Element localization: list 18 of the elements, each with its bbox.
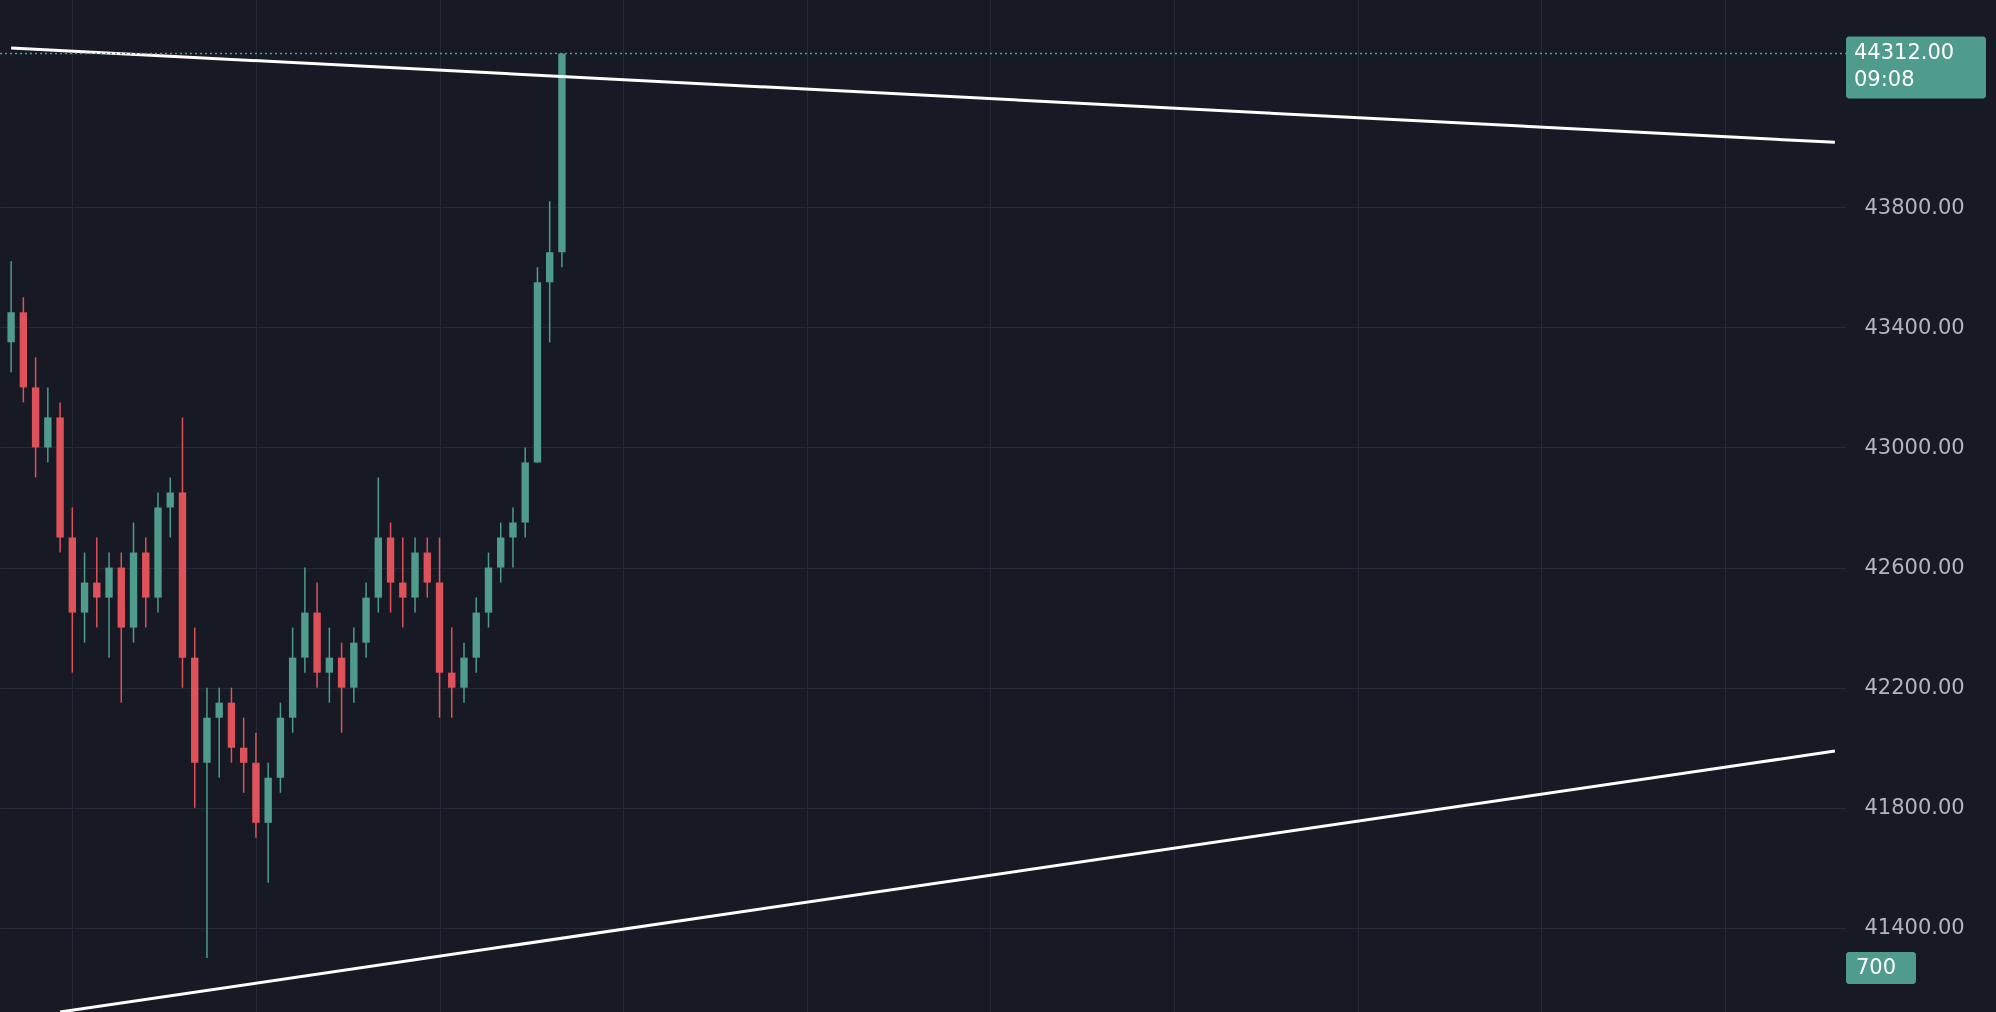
candlestick <box>166 476 174 539</box>
text: 700 <box>1856 955 1897 979</box>
candlestick <box>325 626 334 704</box>
candlestick <box>215 686 223 779</box>
candlestick <box>239 716 248 794</box>
y-tick-label: 41400.00 <box>1864 915 1965 940</box>
candlestick <box>93 536 101 629</box>
candlestick <box>399 536 407 629</box>
candlestick <box>448 626 456 719</box>
ref-line-label: 44312.00 <box>1854 40 1955 65</box>
y-tick-label: 42600.00 <box>1864 555 1965 580</box>
y-tick-label: 41800.00 <box>1864 795 1965 820</box>
y-tick-label: 43400.00 <box>1864 314 1965 339</box>
text: 09:08 <box>1854 67 1915 92</box>
candlestick <box>509 506 517 569</box>
y-tick-label: 43800.00 <box>1864 194 1965 219</box>
y-tick-label: 43000.00 <box>1864 434 1965 459</box>
y-tick-label: 42200.00 <box>1864 675 1965 700</box>
